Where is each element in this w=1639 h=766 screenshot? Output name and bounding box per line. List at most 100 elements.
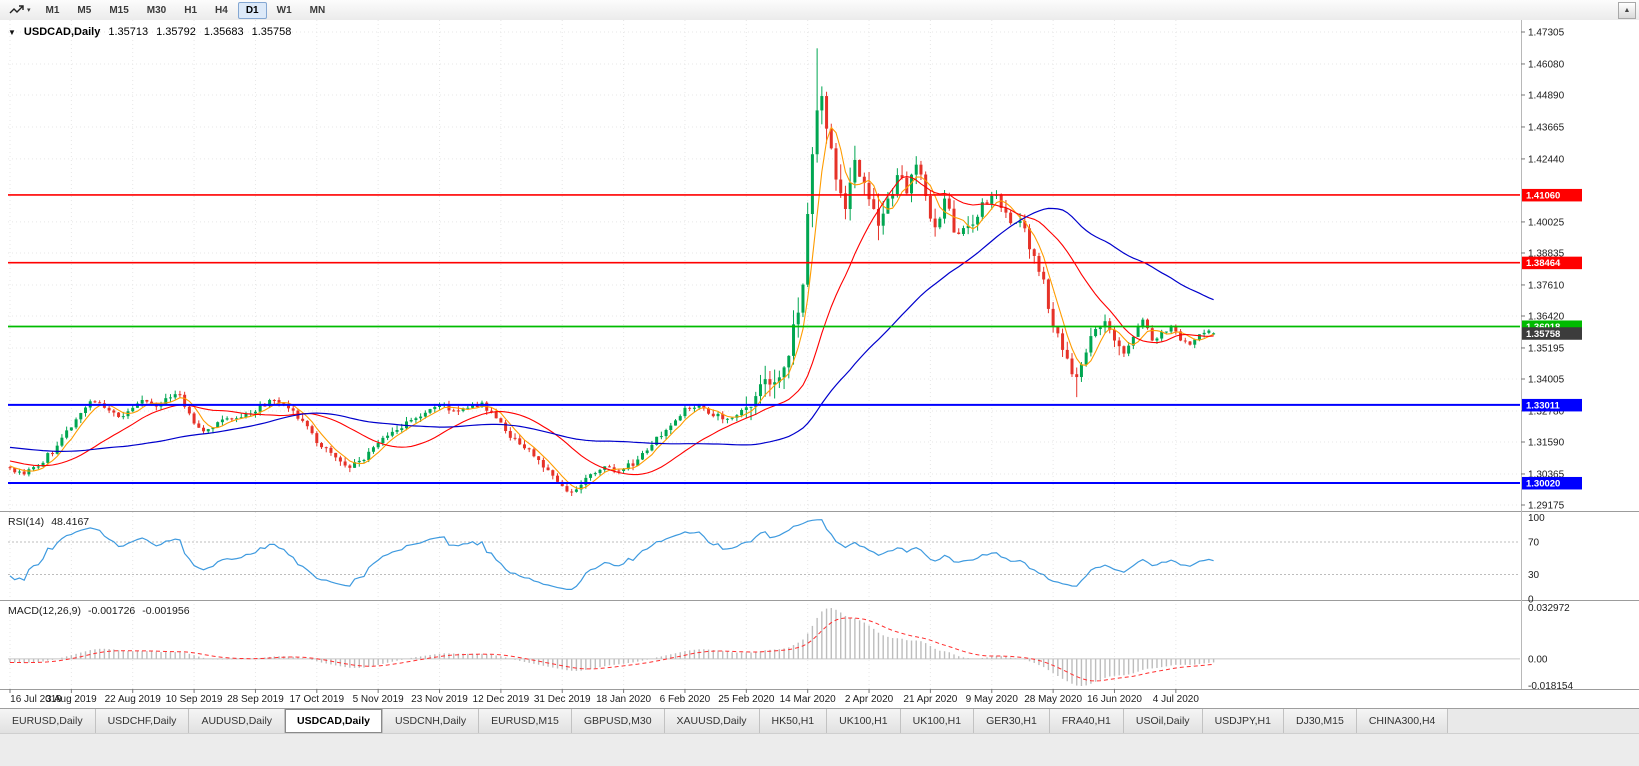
svg-text:1.35758: 1.35758 [1526,329,1560,340]
svg-text:1.44890: 1.44890 [1528,91,1565,102]
symbol-label: USDCAD,Daily [23,26,101,38]
svg-text:16 Jun 2020: 16 Jun 2020 [1087,694,1142,705]
rsi-value: 48.4167 [51,516,90,528]
price-badge-1.38464[interactable]: 1.38464 [1522,256,1582,270]
svg-text:30: 30 [1528,570,1540,581]
chart-tab-usoil-daily[interactable]: USOil,Daily [1123,709,1203,733]
svg-text:14 Mar 2020: 14 Mar 2020 [780,694,837,705]
chart-tab-eurusd-daily[interactable]: EURUSD,Daily [0,709,96,733]
timeframe-button-m30[interactable]: M30 [146,4,167,16]
svg-text:1.43665: 1.43665 [1528,122,1565,133]
rsi-line [9,519,1214,591]
chart-tab-hk50-h1[interactable]: HK50,H1 [759,709,828,733]
macd-signal-value: -0.001956 [142,605,190,617]
rsi-indicator-label: RSI(14) 48.4167 [8,516,89,528]
svg-text:1.36420: 1.36420 [1528,311,1565,322]
macd-signal-line [10,617,1214,682]
candlestick-series [8,48,1216,497]
ma-fast-line[interactable] [9,126,1214,490]
chart-tab-gbpusd-m30[interactable]: GBPUSD,M30 [571,709,665,733]
timeframe-button-h4[interactable]: H4 [215,4,228,16]
svg-text:28 Sep 2019: 28 Sep 2019 [227,694,284,705]
chart-tab-fra40-h1[interactable]: FRA40,H1 [1049,709,1124,733]
macd-panel: 0.032972 0.00 -0.018154 [8,603,1573,692]
svg-text:25 Feb 2020: 25 Feb 2020 [718,694,775,705]
svg-text:1.38464: 1.38464 [1526,258,1561,269]
svg-text:1.31590: 1.31590 [1528,438,1565,449]
chart-tab-china300-h4[interactable]: CHINA300,H4 [1356,709,1449,733]
svg-text:22 Aug 2019: 22 Aug 2019 [105,694,162,705]
timeframe-button-m5[interactable]: M5 [77,4,92,16]
svg-text:16 Jul 2019: 16 Jul 2019 [10,694,62,705]
svg-text:3 Aug 2019: 3 Aug 2019 [46,694,97,705]
price-chart-canvas[interactable]: 1.47305 1.46080 1.44890 1.43665 1.42440 1.400… [0,20,1639,708]
timeframe-button-m1[interactable]: M1 [45,4,60,16]
chart-tab-usdjpy-h1[interactable]: USDJPY,H1 [1202,709,1284,733]
symbol-dropdown-icon[interactable]: ▼ [8,27,16,37]
svg-text:1.47305: 1.47305 [1528,28,1565,39]
svg-text:1.34005: 1.34005 [1528,374,1565,385]
svg-text:28 May 2020: 28 May 2020 [1024,694,1082,705]
chart-tab-ger30-h1[interactable]: GER30,H1 [974,709,1050,733]
price-badge-1.41060[interactable]: 1.41060 [1522,188,1582,202]
scroll-up-button[interactable]: ▲ [1618,1,1636,19]
chart-tab-uk100-h1[interactable]: UK100,H1 [827,709,901,733]
timeframe-button-h1[interactable]: H1 [184,4,198,16]
svg-text:1.41060: 1.41060 [1526,190,1560,201]
ohlc-close: 1.35758 [251,26,292,38]
svg-text:1.37610: 1.37610 [1528,280,1565,291]
svg-text:2 Apr 2020: 2 Apr 2020 [845,694,894,705]
svg-text:1.33011: 1.33011 [1526,400,1561,411]
svg-text:-0.018154: -0.018154 [1528,681,1573,692]
rsi-name: RSI(14) [8,516,45,528]
chart-tab-audusd-daily[interactable]: AUDUSD,Daily [189,709,286,733]
timeframe-button-w1[interactable]: W1 [276,4,292,16]
ma-slow-line[interactable] [9,207,1214,452]
svg-text:1.30020: 1.30020 [1526,478,1560,489]
price-badge-1.33011[interactable]: 1.33011 [1522,398,1582,412]
chart-tab-xauusd-daily[interactable]: XAUUSD,Daily [664,709,760,733]
chart-tab-uk100-h1[interactable]: UK100,H1 [900,709,975,733]
svg-text:21 Apr 2020: 21 Apr 2020 [903,694,957,705]
timeframe-buttons: M1 M5 M15 M30 H1 H4 D1 W1 MN [38,1,334,19]
svg-text:10 Sep 2019: 10 Sep 2019 [166,694,223,705]
chart-tab-dj30-m15[interactable]: DJ30,M15 [1283,709,1357,733]
svg-text:1.35195: 1.35195 [1528,343,1565,354]
ohlc-open: 1.35713 [108,26,149,38]
svg-text:1.46080: 1.46080 [1528,59,1565,70]
chart-area[interactable]: 1.47305 1.46080 1.44890 1.43665 1.42440 1.400… [0,20,1639,708]
svg-text:100: 100 [1528,513,1545,524]
status-bar [0,733,1639,766]
timeframe-button-mn[interactable]: MN [309,4,326,16]
chevron-down-icon: ▾ [27,7,31,14]
chart-tab-usdchf-daily[interactable]: USDCHF,Daily [95,709,190,733]
svg-text:17 Oct 2019: 17 Oct 2019 [290,694,345,705]
ohlc-high: 1.35792 [156,26,196,38]
current-price-badge[interactable]: 1.35758 [1522,327,1582,340]
svg-text:0.00: 0.00 [1528,654,1548,665]
macd-name: MACD(12,26,9) [8,605,81,617]
svg-text:6 Feb 2020: 6 Feb 2020 [660,694,711,705]
chart-tab-eurusd-m15[interactable]: EURUSD,M15 [479,709,572,733]
svg-text:12 Dec 2019: 12 Dec 2019 [473,694,530,705]
ohlc-low: 1.35683 [203,26,244,38]
ma-medium-line[interactable] [9,176,1214,476]
chart-tab-usdcad-daily[interactable]: USDCAD,Daily [285,709,383,733]
timeframe-button-m15[interactable]: M15 [109,4,129,16]
svg-text:1.42440: 1.42440 [1528,154,1565,165]
svg-text:0.032972: 0.032972 [1528,603,1570,614]
timeframe-button-d1[interactable]: D1 [237,1,267,19]
price-badge-1.30020[interactable]: 1.30020 [1522,476,1582,490]
chart-type-selector[interactable]: ▾ [4,3,36,17]
svg-text:4 Jul 2020: 4 Jul 2020 [1153,694,1200,705]
chart-tabs-bar: EURUSD,Daily USDCHF,Daily AUDUSD,Daily USDC… [0,708,1639,733]
svg-text:0: 0 [1528,595,1534,606]
timeframe-toolbar: ▾ M1 M5 M15 M30 H1 H4 D1 W1 MN ▲ [0,0,1639,21]
price-axis: 1.47305 1.46080 1.44890 1.43665 1.42440 1.400… [1521,28,1565,512]
svg-text:1.40025: 1.40025 [1528,217,1565,228]
svg-text:18 Jan 2020: 18 Jan 2020 [596,694,651,705]
svg-text:1.38835: 1.38835 [1528,248,1565,259]
chart-tab-usdcnh-daily[interactable]: USDCNH,Daily [382,709,480,733]
